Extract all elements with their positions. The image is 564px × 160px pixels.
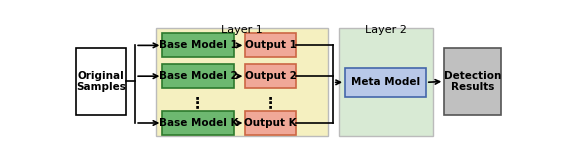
- Text: Original
Samples: Original Samples: [76, 71, 126, 92]
- FancyBboxPatch shape: [444, 48, 501, 115]
- Text: Layer 2: Layer 2: [365, 25, 407, 35]
- Text: Base Model 2: Base Model 2: [159, 71, 238, 81]
- FancyBboxPatch shape: [162, 111, 235, 135]
- Text: Detection
Results: Detection Results: [444, 71, 501, 92]
- Text: Base Model K: Base Model K: [158, 118, 238, 128]
- FancyBboxPatch shape: [76, 48, 126, 115]
- FancyBboxPatch shape: [345, 68, 426, 97]
- Text: ⋮: ⋮: [190, 95, 205, 110]
- FancyBboxPatch shape: [245, 111, 296, 135]
- FancyBboxPatch shape: [245, 64, 296, 88]
- FancyBboxPatch shape: [156, 28, 328, 136]
- Text: ⋮: ⋮: [263, 95, 278, 110]
- Text: Output K: Output K: [244, 118, 297, 128]
- Text: Output 2: Output 2: [245, 71, 297, 81]
- Text: Base Model 1: Base Model 1: [159, 40, 238, 50]
- FancyBboxPatch shape: [162, 64, 235, 88]
- Text: Meta Model: Meta Model: [351, 77, 420, 87]
- FancyBboxPatch shape: [340, 28, 433, 136]
- FancyBboxPatch shape: [245, 33, 296, 57]
- Text: Layer 1: Layer 1: [221, 25, 263, 35]
- Text: Output 1: Output 1: [245, 40, 297, 50]
- FancyBboxPatch shape: [162, 33, 235, 57]
